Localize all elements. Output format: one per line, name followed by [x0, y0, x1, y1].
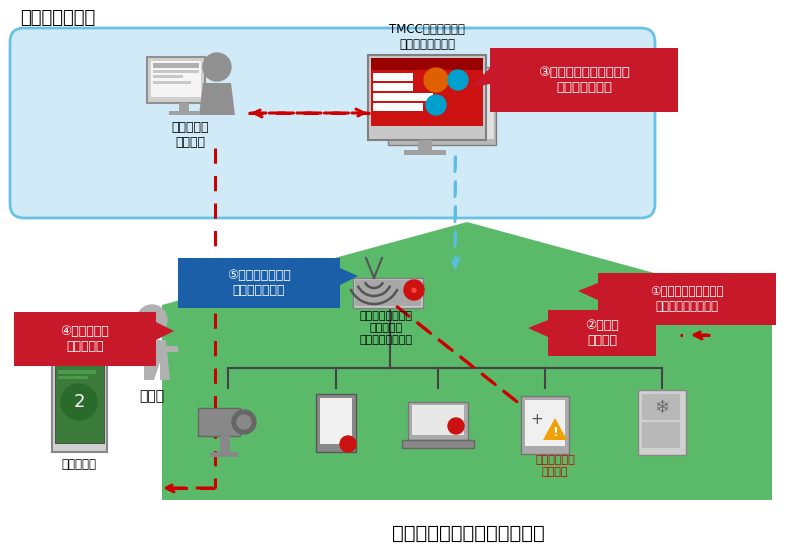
Circle shape [448, 418, 464, 434]
Bar [198, 408, 240, 436]
Bar [169, 111, 199, 115]
Bar [55, 365, 104, 443]
Circle shape [426, 95, 446, 115]
Polygon shape [528, 320, 548, 337]
Polygon shape [162, 222, 772, 305]
Text: 脆弱性がある
デバイス: 脆弱性がある デバイス [535, 455, 575, 477]
Circle shape [137, 305, 167, 335]
Bar [388, 67, 496, 145]
Bar [404, 150, 446, 155]
Circle shape [404, 280, 424, 300]
Polygon shape [156, 322, 174, 340]
Bar [153, 70, 199, 73]
Bar [14, 312, 156, 366]
Bar [418, 140, 432, 150]
Bar [638, 390, 686, 455]
Bar [548, 310, 656, 356]
Text: ❄: ❄ [655, 399, 670, 417]
Bar [162, 305, 772, 500]
Bar [210, 452, 238, 457]
Bar [390, 69, 494, 139]
Bar [355, 280, 421, 306]
Circle shape [340, 436, 356, 452]
Circle shape [237, 415, 251, 429]
Bar [368, 55, 486, 140]
Bar [490, 48, 678, 112]
Bar [371, 58, 483, 70]
Bar [373, 73, 413, 81]
Bar [353, 278, 423, 308]
Circle shape [203, 53, 231, 81]
Circle shape [424, 68, 448, 92]
Bar [642, 422, 680, 448]
Text: !: ! [552, 425, 558, 439]
Text: ユーザ利用しているデバイス: ユーザ利用しているデバイス [392, 523, 545, 543]
Bar [373, 83, 413, 91]
FancyBboxPatch shape [10, 28, 655, 218]
Bar [642, 394, 680, 420]
Bar [412, 405, 464, 435]
Bar [373, 93, 433, 101]
Circle shape [232, 410, 256, 434]
Polygon shape [138, 340, 170, 380]
Text: テクニカル
サポート: テクニカル サポート [171, 121, 209, 149]
Text: ②脆弱性
スキャン: ②脆弱性 スキャン [585, 319, 619, 347]
Bar [371, 58, 483, 126]
Polygon shape [543, 418, 567, 440]
Text: パートナー企業: パートナー企業 [20, 9, 95, 27]
Text: ③ユーザの端末の脆弱性
　状況の可視化: ③ユーザの端末の脆弱性 状況の可視化 [538, 66, 630, 94]
Bar [52, 360, 107, 452]
Bar [316, 394, 356, 452]
Bar [151, 61, 201, 97]
Bar [521, 396, 569, 454]
Bar [153, 81, 191, 84]
Polygon shape [199, 83, 235, 115]
Polygon shape [578, 283, 598, 300]
Text: ⑤脆弱性保護機能
をアップデート: ⑤脆弱性保護機能 をアップデート [227, 269, 291, 297]
Text: ①脆弱性がある機器が
ネットワークに接続: ①脆弱性がある機器が ネットワークに接続 [650, 285, 723, 313]
Bar [160, 346, 178, 352]
Bar [147, 57, 205, 103]
Bar [178, 258, 340, 308]
Text: セキュリティ機能
を搭載した
ネットワーク機器: セキュリティ機能 を搭載した ネットワーク機器 [359, 311, 412, 344]
Bar [402, 440, 474, 448]
Circle shape [448, 70, 468, 90]
Text: 2: 2 [73, 393, 85, 411]
Bar [373, 103, 423, 111]
Bar [220, 436, 230, 452]
Bar [179, 103, 189, 111]
Bar [320, 398, 352, 444]
Text: ユーザ: ユーザ [139, 389, 165, 403]
Bar [598, 273, 776, 325]
Text: +: + [530, 413, 544, 428]
Bar [525, 400, 565, 446]
Bar [153, 75, 183, 78]
Bar [58, 370, 96, 374]
Text: 専用アプリ: 専用アプリ [61, 457, 96, 471]
Bar [58, 376, 88, 379]
Text: ●: ● [411, 287, 417, 293]
Text: ④ユーザへの
通知と助言: ④ユーザへの 通知と助言 [61, 325, 110, 353]
Text: TMCCマネジメント
プラットフォーム: TMCCマネジメント プラットフォーム [389, 23, 465, 51]
Polygon shape [340, 268, 358, 285]
Bar [153, 63, 199, 68]
Circle shape [61, 384, 97, 420]
Bar [408, 402, 468, 440]
Polygon shape [470, 68, 490, 88]
